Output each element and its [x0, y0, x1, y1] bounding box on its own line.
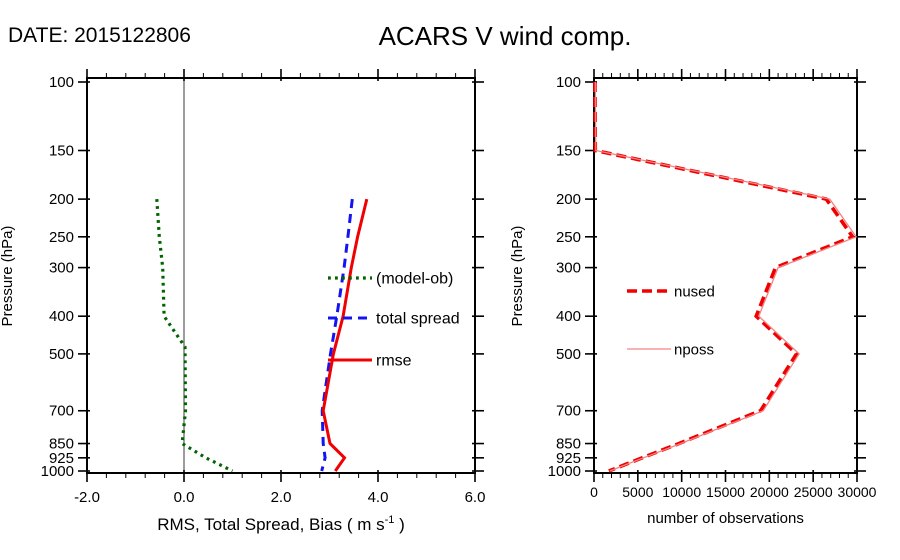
y-tick-label: 250 — [49, 229, 74, 246]
rmse-legend-label: rmse — [376, 353, 412, 370]
rmse-line — [321, 198, 369, 472]
y-tick-label: 500 — [556, 346, 581, 363]
x-axis-title: RMS, Total Spread, Bias ( m s-1 ) — [157, 514, 405, 534]
y-tick-label: 700 — [556, 403, 581, 420]
x-tick-label: 15000 — [706, 484, 745, 500]
y-axis-title: Pressure (hPa) — [0, 226, 16, 327]
model-ob-legend-label: (model-ob) — [376, 271, 453, 288]
y-tick-label: 700 — [49, 403, 74, 420]
nused-line — [593, 81, 856, 473]
y-tick-label: 300 — [556, 260, 581, 277]
y-tick-label: 200 — [49, 191, 74, 208]
x-tick-label: 6.0 — [465, 489, 486, 506]
y-tick-label: 300 — [49, 260, 74, 277]
nused-legend-label: nused — [674, 284, 715, 301]
x-tick-label: 25000 — [794, 484, 833, 500]
x-tick-label: 2.0 — [271, 489, 292, 506]
y-tick-label: 500 — [49, 346, 74, 363]
y-tick-label: 400 — [49, 308, 74, 325]
nposs-legend-label: nposs — [674, 342, 714, 359]
legend-total-spread: total spread — [328, 311, 460, 328]
y-tick-label: 850 — [556, 436, 581, 453]
y-tick-label: 200 — [556, 191, 581, 208]
total-spread-line — [320, 198, 354, 472]
x-tick-label: 0 — [590, 484, 598, 500]
y-tick-label: 1000 — [548, 463, 581, 480]
x-tick-label: 10000 — [662, 484, 701, 500]
x-tick-label: 0.0 — [174, 489, 195, 506]
legend-rmse: rmse — [328, 353, 412, 370]
nposs-line — [594, 81, 858, 472]
left-chart-panel: -2.0 0.0 2.0 4.0 6.0 100 150 200 250 300 400 500 700… — [0, 69, 485, 534]
y-tick-label: 925 — [556, 450, 581, 467]
legend-nused: nused — [627, 284, 715, 301]
y-tick-label: 850 — [49, 436, 74, 453]
x-tick-label: 30000 — [838, 484, 877, 500]
plot-frame — [593, 77, 858, 474]
y-tick-label: 100 — [49, 74, 74, 91]
legend-nposs: nposs — [627, 342, 714, 359]
right-chart-panel: 0 5000 10000 15000 20000 25000 30000 100 150 200 2… — [509, 69, 877, 527]
figure-title: ACARS V wind comp. — [378, 21, 632, 51]
y-tick-label: 150 — [49, 142, 74, 159]
x-tick-label: 5000 — [622, 484, 653, 500]
y-tick-label: 250 — [556, 229, 581, 246]
y-tick-label: 400 — [556, 308, 581, 325]
y-axis-title: Pressure (hPa) — [509, 226, 526, 327]
x-tick-label: -2.0 — [74, 489, 100, 506]
y-tick-label: 1000 — [41, 463, 74, 480]
x-axis-title: number of observations — [647, 510, 804, 527]
x-tick-label: 20000 — [750, 484, 789, 500]
y-tick-label: 100 — [556, 74, 581, 91]
x-tick-label: 4.0 — [368, 489, 389, 506]
model-ob-line — [155, 198, 234, 473]
y-tick-label: 925 — [49, 450, 74, 467]
total-spread-legend-label: total spread — [376, 311, 460, 328]
legend-model-ob: (model-ob) — [328, 271, 453, 288]
y-tick-label: 150 — [556, 142, 581, 159]
date-label: DATE: 2015122806 — [8, 24, 191, 47]
